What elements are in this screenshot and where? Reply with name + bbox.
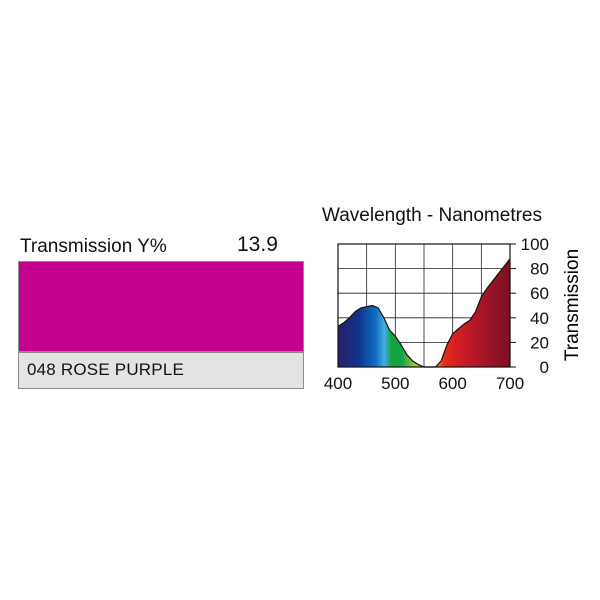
y-tick-label: 0: [540, 358, 549, 377]
transmission-label: Transmission Y%: [20, 236, 167, 257]
plot-frame: [337, 243, 511, 368]
y-tick-label: 100: [521, 235, 549, 254]
filter-name: 048 ROSE PURPLE: [27, 360, 185, 379]
y-tick-label: 60: [530, 284, 549, 303]
x-tick-label: 400: [324, 374, 352, 393]
x-tick-label: 700: [496, 374, 524, 393]
x-tick-label: 600: [438, 374, 466, 393]
chart-title: Wavelength - Nanometres: [322, 205, 543, 226]
filter-name-bar: 048 ROSE PURPLE: [18, 352, 304, 389]
y-tick-label: 20: [530, 333, 549, 352]
y-tick-label: 80: [530, 260, 549, 279]
x-tick-label: 500: [381, 374, 409, 393]
y-tick-label: 40: [530, 309, 549, 328]
transmission-value: 13.9: [237, 233, 278, 256]
transmission-area: [338, 258, 510, 367]
filter-color-swatch: [18, 261, 304, 352]
y-axis-label: Transmission: [562, 249, 583, 361]
